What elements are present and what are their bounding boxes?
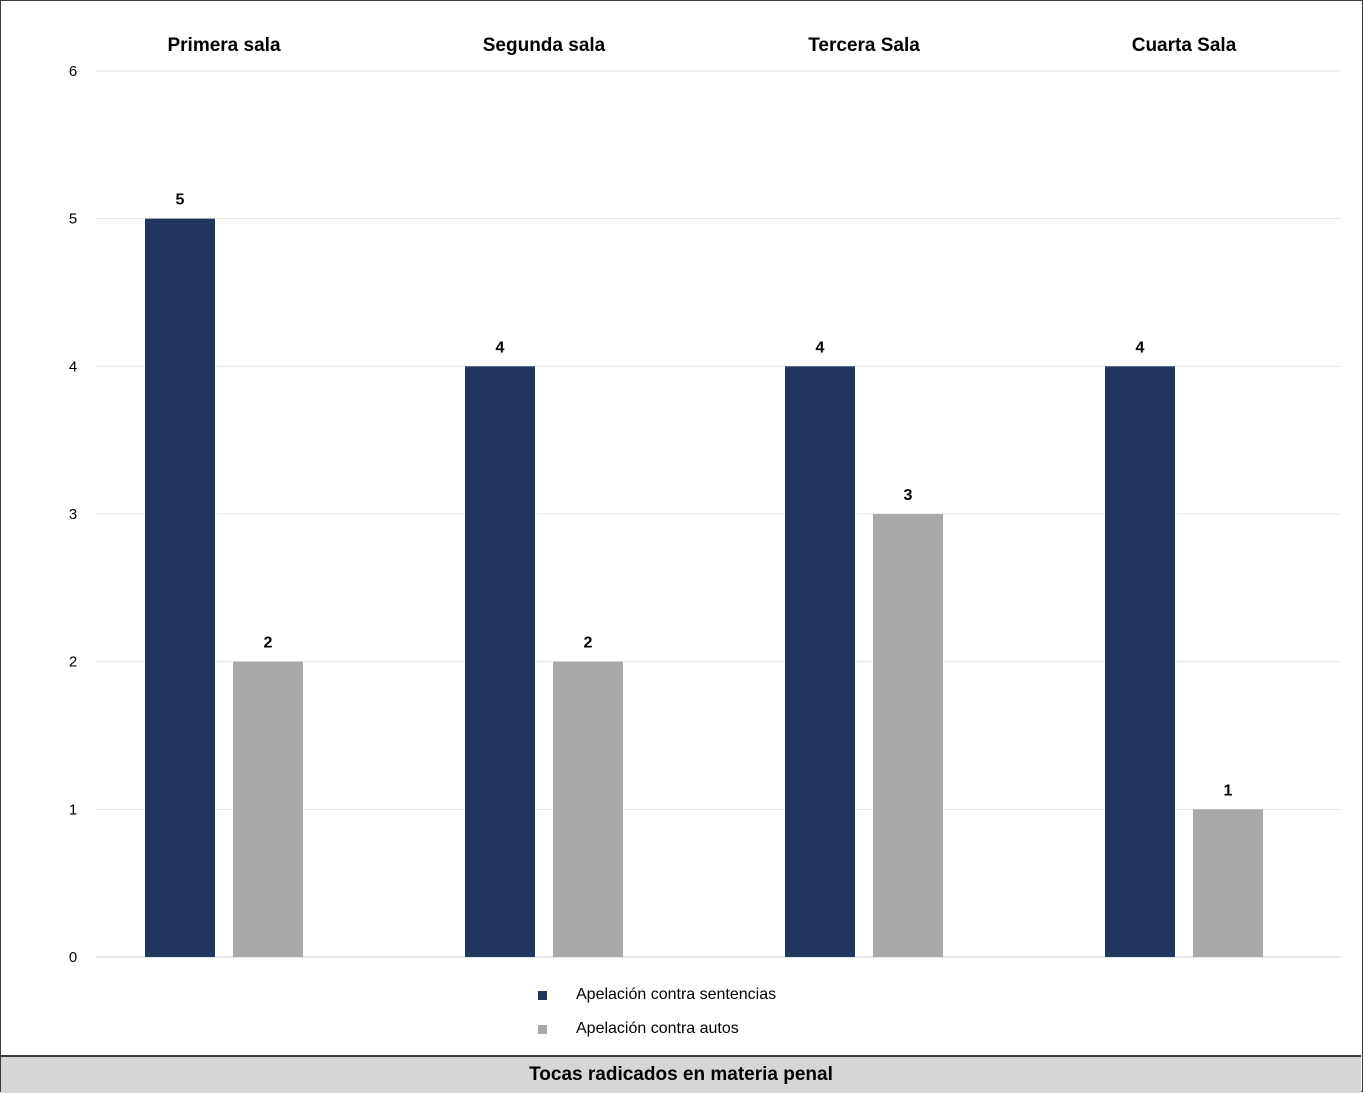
category-label-1: Primera sala [167,35,280,56]
legend-label-autos: Apelación contra autos [576,1020,739,1037]
bar-1-1 [145,218,215,957]
data-label-1-3: 4 [816,339,825,356]
bar-1-4 [1105,366,1175,957]
legend-swatch-sentencias [538,990,547,1000]
data-label-2-2: 2 [584,635,593,652]
data-label-1-2: 4 [496,339,505,356]
y-tick-label-3: 3 [69,506,77,523]
y-tick-label-5: 5 [69,211,77,228]
category-label-2: Segunda sala [483,35,606,56]
category-label-4: Cuarta Sala [1132,35,1237,56]
bar-2-3 [873,514,943,957]
chart-title: Tocas radicados en materia penal [529,1064,833,1085]
y-tick-label-1: 1 [69,801,77,818]
bar-2-1 [233,661,303,957]
bar-chart: 0 1 2 3 4 5 6 Primera sala 5 2 Segunda sala 4 2 Terce… [69,35,1341,966]
data-label-1-1: 5 [176,192,185,209]
category-label-3: Tercera Sala [808,35,920,56]
legend-item-sentencias: Apelación contra sentencias [538,986,776,1004]
data-label-2-4: 1 [1224,782,1233,799]
y-tick-label-4: 4 [69,358,77,375]
bar-1-3 [785,366,855,957]
y-tick-label-2: 2 [69,654,77,671]
legend-label-sentencias: Apelación contra sentencias [576,986,777,1003]
data-label-2-3: 3 [904,487,913,504]
bar-2-4 [1193,809,1263,957]
bar-1-2 [465,366,535,957]
data-label-2-1: 2 [264,635,273,652]
y-tick-label-6: 6 [69,63,77,80]
bar-2-2 [553,661,623,957]
legend-item-autos: Apelación contra autos [538,1020,739,1038]
legend-swatch-autos [538,1024,547,1034]
data-label-1-4: 4 [1136,339,1145,356]
y-tick-label-0: 0 [69,949,77,966]
chart-title-bar: Tocas radicados en materia penal [1,1055,1361,1093]
